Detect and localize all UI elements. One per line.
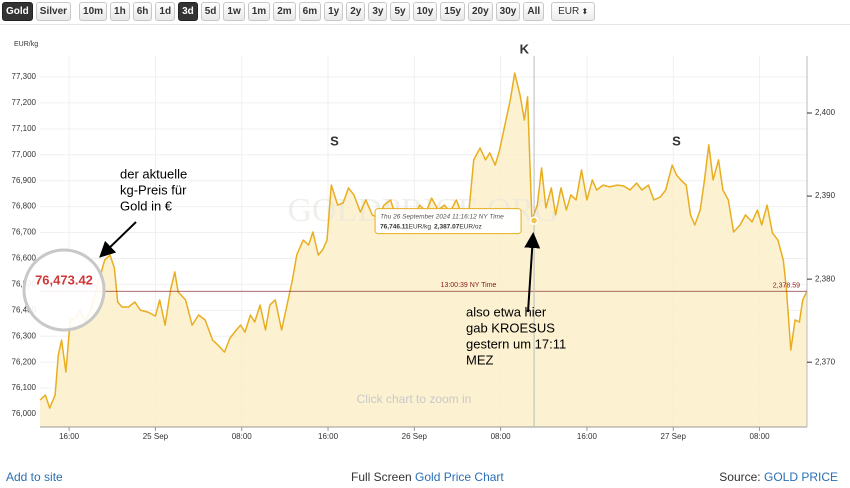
- y-tick-label: 76,200: [12, 357, 37, 366]
- x-tick-label: 26 Sep: [402, 432, 428, 441]
- magnifier-value: 76,473.42: [35, 272, 93, 287]
- price-line: [39, 72, 808, 409]
- x-tick-label: 08:00: [232, 432, 253, 441]
- y-tick-label: 77,200: [12, 98, 37, 107]
- toolbar-button[interactable]: 6m: [298, 2, 322, 21]
- toolbar-button[interactable]: 1w: [223, 2, 245, 21]
- x-tick-label: 16:00: [59, 432, 80, 441]
- event-marker: S: [672, 133, 681, 148]
- source-line: Source: GOLD PRICE: [719, 470, 838, 484]
- y-tick-label: 77,100: [12, 124, 37, 133]
- tooltip-value: 76,746.11: [380, 223, 409, 230]
- y-tick-label: 76,700: [12, 228, 37, 237]
- magnifier: [22, 248, 106, 332]
- toolbar-button[interactable]: 1d: [155, 2, 176, 21]
- crosshair-time: 13:00:39 NY Time: [441, 282, 497, 289]
- toolbar-button[interactable]: 1m: [247, 2, 271, 21]
- y2-tick-label: 2,380: [815, 274, 836, 283]
- y-tick-label: 76,400: [12, 305, 37, 314]
- annotation-text: MEZ: [466, 352, 494, 367]
- toolbar-button[interactable]: 6h: [132, 2, 153, 21]
- annotation-text: Gold in €: [120, 198, 173, 213]
- toolbar-button[interactable]: 15y: [440, 2, 465, 21]
- annotation-text: gab KROESUS: [466, 320, 555, 335]
- x-tick-label: 27 Sep: [661, 432, 687, 441]
- toolbar-button[interactable]: 2m: [273, 2, 296, 21]
- annotation-text: kg-Preis für: [120, 182, 187, 197]
- y2-tick-label: 2,390: [815, 191, 836, 200]
- toolbar-button[interactable]: Gold: [2, 2, 33, 21]
- annotation-text: also etwa hier: [466, 304, 547, 319]
- fullscreen-line: Full Screen Gold Price Chart: [351, 470, 504, 484]
- tooltip-box: [374, 208, 522, 235]
- toolbar-button[interactable]: 30y: [495, 2, 521, 21]
- zoom-hint: Click chart to zoom in: [357, 392, 472, 406]
- annotation-arrow: [524, 232, 541, 313]
- y-tick-label: 76,000: [12, 409, 37, 418]
- x-tick-label: 16:00: [577, 432, 598, 441]
- toolbar-button[interactable]: 20y: [467, 2, 493, 21]
- fullscreen-label: Full Screen: [351, 470, 412, 484]
- y-tick-label: 76,600: [12, 254, 37, 263]
- y2-tick-label: 2,370: [815, 357, 836, 366]
- x-tick-label: 08:00: [750, 432, 771, 441]
- toolbar-button[interactable]: 10m: [79, 2, 108, 21]
- add-to-site-link[interactable]: Add to site: [6, 470, 63, 484]
- toolbar-button[interactable]: Silver: [35, 2, 72, 21]
- toolbar-button[interactable]: 2y: [346, 2, 366, 21]
- y-tick-label: 76,300: [12, 331, 37, 340]
- tooltip-value2: 2,387.07: [434, 223, 460, 230]
- y-unit-label: EUR/kg: [14, 41, 38, 48]
- event-marker: S: [330, 133, 339, 148]
- annotation-text: gestern um 17:11: [466, 336, 566, 351]
- event-marker: K: [520, 41, 530, 56]
- source-label: Source:: [719, 470, 761, 484]
- y-tick-label: 76,800: [12, 202, 37, 211]
- y-tick-label: 76,900: [12, 176, 37, 185]
- annotation-text: der aktuelle: [120, 166, 187, 181]
- currency-select[interactable]: EUR ⬍: [551, 2, 596, 21]
- toolbar-button[interactable]: 1y: [324, 2, 344, 21]
- crosshair-value2: 2,378.59: [773, 283, 800, 290]
- source-link[interactable]: GOLD PRICE: [763, 470, 838, 484]
- toolbar-button[interactable]: 3y: [368, 2, 388, 21]
- toolbar-button[interactable]: All: [523, 2, 545, 21]
- x-tick-label: 25 Sep: [143, 432, 169, 441]
- toolbar-button[interactable]: 5d: [200, 2, 221, 21]
- tooltip-date: Thu 26 September 2024 11:16:12 NY Time: [380, 213, 504, 220]
- x-tick-label: 08:00: [491, 432, 512, 441]
- toolbar-button[interactable]: 3d: [178, 2, 198, 21]
- fullscreen-link[interactable]: Gold Price Chart: [415, 470, 504, 484]
- y-tick-label: 77,000: [12, 150, 37, 159]
- y-tick-label: 76,100: [12, 383, 37, 392]
- tooltip-unit: EUR/kg: [409, 223, 432, 230]
- annotation-arrow: [99, 221, 137, 258]
- toolbar-button[interactable]: 1h: [110, 2, 130, 21]
- toolbar-button[interactable]: 10y: [412, 2, 438, 21]
- tooltip-unit2: EUR/oz: [459, 223, 481, 230]
- tooltip-values: 76,746.11EUR/kg 2,387.07EUR/oz: [380, 223, 482, 230]
- y2-tick-label: 2,400: [815, 108, 836, 117]
- tooltip-point: [529, 216, 539, 225]
- toolbar-divider: [0, 24, 850, 25]
- toolbar-button[interactable]: 5y: [390, 2, 410, 21]
- area: [40, 73, 807, 427]
- toolbar: Gold Silver 10m 1h 6h 1d 3d 5d 1w 1m 2m 6m 1y 2y 3y 5y 1…: [2, 2, 596, 21]
- x-tick-label: 16:00: [318, 432, 339, 441]
- y-tick-label: 77,300: [12, 72, 37, 81]
